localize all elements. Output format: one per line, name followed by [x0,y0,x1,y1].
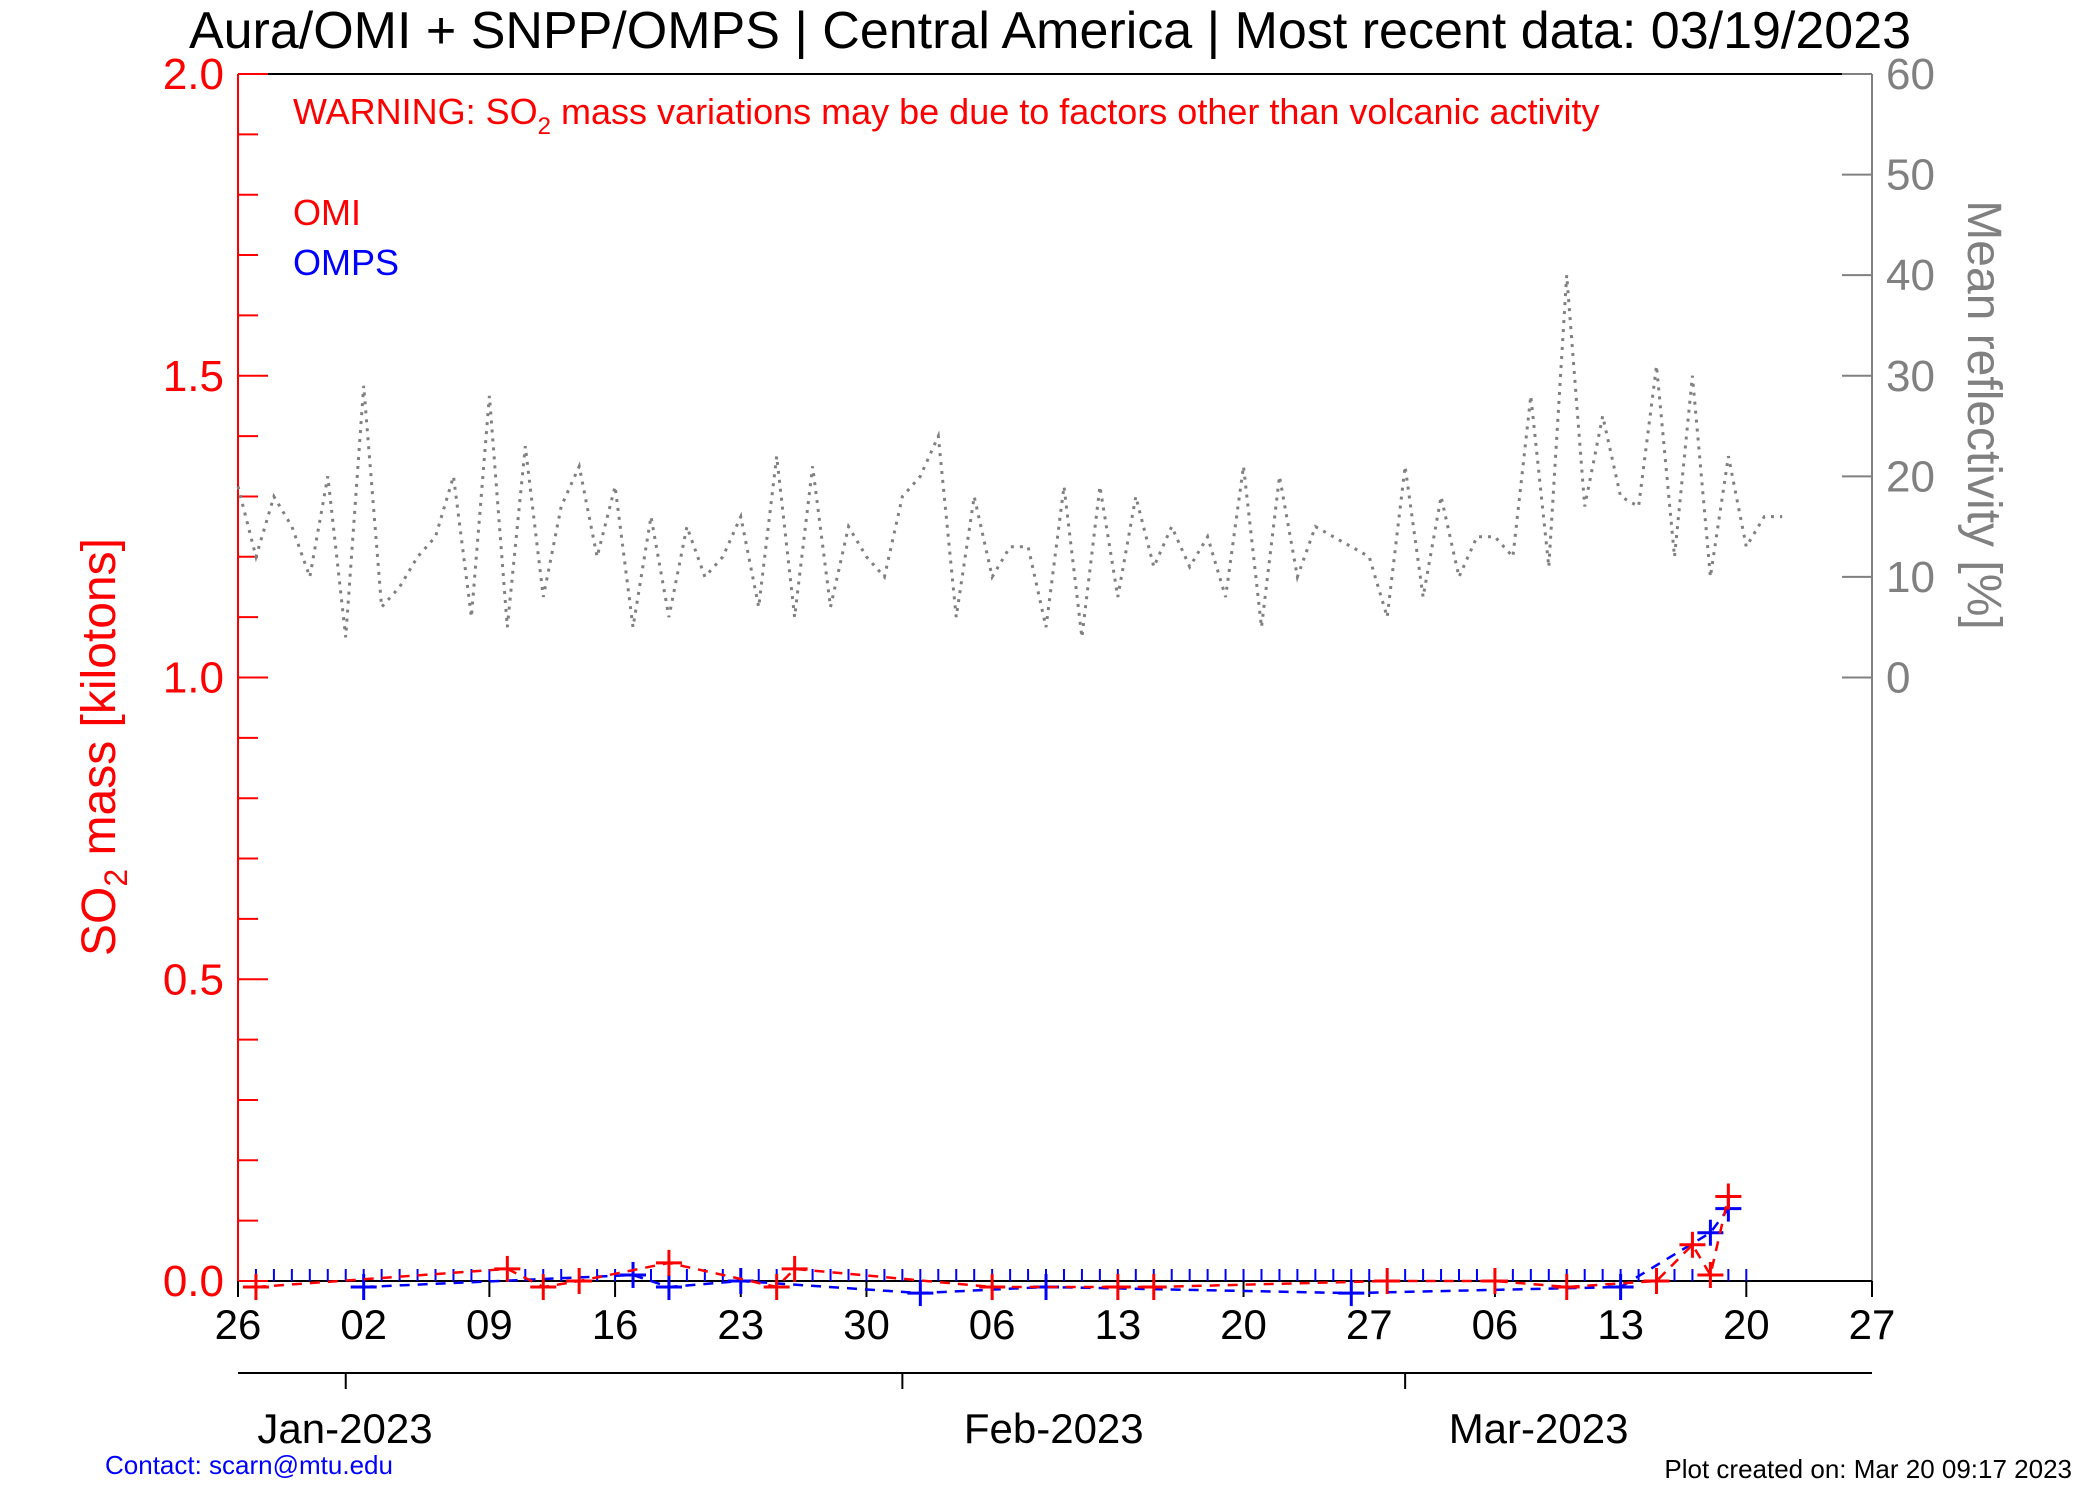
right-tick-label: 10 [1886,553,1935,602]
x-tick-label: 20 [1220,1301,1267,1348]
x-tick-label: 13 [1094,1301,1141,1348]
omi-point [1140,1274,1167,1301]
x-tick-label: 26 [215,1301,262,1348]
legend-omi: OMI [293,192,361,233]
month-label: Mar-2023 [1449,1405,1629,1452]
right-tick-label: 60 [1886,50,1935,99]
x-tick-label: 16 [592,1301,639,1348]
omps-point [620,1261,647,1288]
omi-point [1374,1268,1401,1294]
x-tick-label: 09 [466,1301,513,1348]
chart-title: Aura/OMI + SNPP/OMPS | Central America |… [189,2,1911,60]
right-axis-ticks: 0 10 20 30 40 50 60 [1842,50,1935,703]
omi-point [1481,1268,1508,1294]
omi-point [1643,1268,1670,1294]
left-tick-label: 1.0 [163,654,224,703]
omi-point [566,1268,593,1294]
omps-point [1607,1274,1634,1301]
plot-created-text: Plot created on: Mar 20 09:17 2023 [1664,1454,2072,1484]
x-tick-label: 27 [1849,1301,1896,1348]
x-tick-label: 06 [969,1301,1016,1348]
x-axis-ticks: 26 02 09 16 23 30 06 13 20 27 06 13 20 27 [215,1281,1896,1348]
x-tick-label: 23 [717,1301,764,1348]
omi-point [1104,1274,1131,1301]
x-tick-label: 30 [843,1301,890,1348]
omps-point [907,1280,934,1307]
left-tick-label: 2.0 [163,50,224,99]
series-omi [242,1183,1742,1301]
contact-text: Contact: scarn@mtu.edu [105,1450,393,1480]
series-omps [350,1195,1742,1307]
month-axis: Jan-2023 Feb-2023 Mar-2023 [238,1372,1872,1452]
y-axis-label-right: Mean reflectivity [%] [1957,200,2010,629]
reflectivity-line [236,275,1783,638]
omi-point [781,1255,808,1282]
omi-point [494,1255,521,1282]
month-label: Feb-2023 [964,1405,1144,1452]
omi-point [1553,1274,1580,1301]
omi-point [242,1274,269,1301]
omi-point [530,1274,557,1301]
legend-omps: OMPS [293,242,399,283]
omps-point [727,1268,754,1294]
x-tick-label: 02 [340,1301,387,1348]
right-tick-label: 20 [1886,452,1935,501]
x-tick-label: 06 [1472,1301,1519,1348]
x-tick-label: 13 [1597,1301,1644,1348]
x-tick-label: 27 [1346,1301,1393,1348]
warning-text: WARNING: SO2 mass variations may be due … [293,91,1600,140]
omi-point [1679,1231,1706,1258]
omi-point [1697,1261,1724,1288]
left-tick-label: 0.0 [163,1257,224,1306]
right-tick-label: 30 [1886,352,1935,401]
right-tick-label: 40 [1886,251,1935,300]
omps-line [363,1207,1730,1295]
omi-point [655,1249,682,1276]
omps-point [655,1274,682,1301]
omps-point [1338,1280,1365,1307]
plot-axes [237,73,1873,1282]
month-label: Jan-2023 [257,1405,432,1452]
right-tick-label: 50 [1886,151,1935,200]
right-tick-label: 0 [1886,654,1910,703]
left-axis-ticks: 0.0 0.5 1.0 1.5 2.0 [163,50,268,1306]
omi-point [1715,1183,1742,1210]
left-tick-label: 1.5 [163,352,224,401]
omi-point [763,1274,790,1301]
series-reflectivity [236,275,1783,638]
x-tick-label: 20 [1723,1301,1770,1348]
left-tick-label: 0.5 [163,955,224,1004]
omi-point [979,1274,1006,1301]
y-axis-label-left: SO2 mass [kilotons] [73,538,134,956]
